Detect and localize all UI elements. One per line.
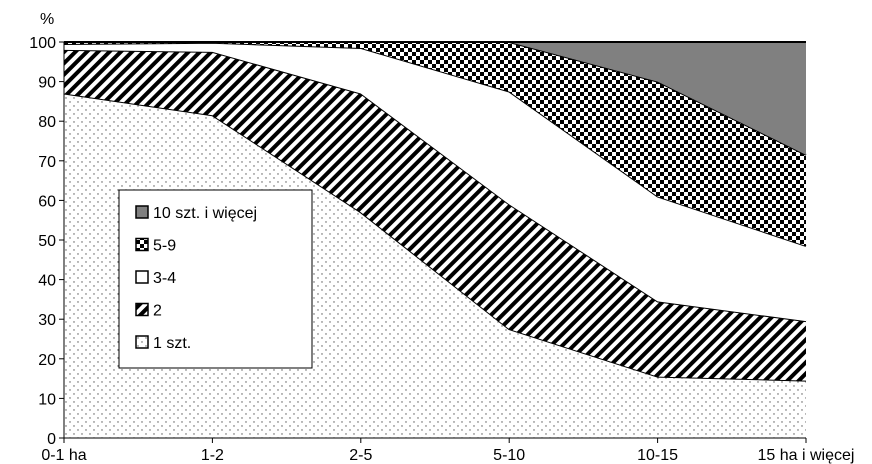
legend-swatch (135, 270, 149, 284)
y-tick-label: 80 (38, 114, 56, 131)
legend-label: 1 szt. (153, 335, 191, 352)
y-tick-label: 100 (29, 35, 56, 52)
y-tick-label: 90 (38, 75, 56, 92)
legend: 10 szt. i więcej 5-9 3-4 2 1 szt. (118, 189, 313, 369)
legend-box (118, 189, 313, 369)
y-axis-label: % (40, 11, 54, 28)
x-tick-label: 5-10 (493, 447, 525, 464)
y-tick-label: 70 (38, 154, 56, 171)
axes-layer: 0 10 20 30 40 50 60 70 80 90 100 0-1 ha 1-2 2-5 5-10 10… (29, 11, 854, 464)
y-tick-label: 50 (38, 233, 56, 250)
legend-swatch (135, 237, 149, 252)
area-series-3 (64, 42, 806, 246)
x-tick-label: 0-1 ha (41, 447, 86, 464)
legend-label: 2 (153, 303, 162, 320)
legend-swatch (135, 335, 149, 349)
y-tick-label: 10 (38, 391, 56, 408)
y-tick-label: 0 (47, 431, 56, 448)
x-tick-label: 10-15 (637, 447, 678, 464)
y-tick-label: 40 (38, 273, 56, 290)
legend-label: 5-9 (153, 238, 176, 255)
legend-swatch (135, 205, 149, 219)
legend-swatch (135, 302, 149, 317)
y-tick-label: 20 (38, 352, 56, 369)
area-series-4 (64, 42, 806, 155)
legend-label: 3-4 (153, 270, 176, 287)
area-series-2 (64, 42, 806, 322)
legend-label: 10 szt. i więcej (153, 205, 257, 222)
x-tick-label: 2-5 (349, 447, 372, 464)
y-tick-label: 30 (38, 312, 56, 329)
x-tick-label: 1-2 (201, 447, 224, 464)
x-tick-label: 15 ha i więcej (758, 447, 855, 464)
y-tick-label: 60 (38, 193, 56, 210)
area-series-1 (64, 49, 806, 381)
